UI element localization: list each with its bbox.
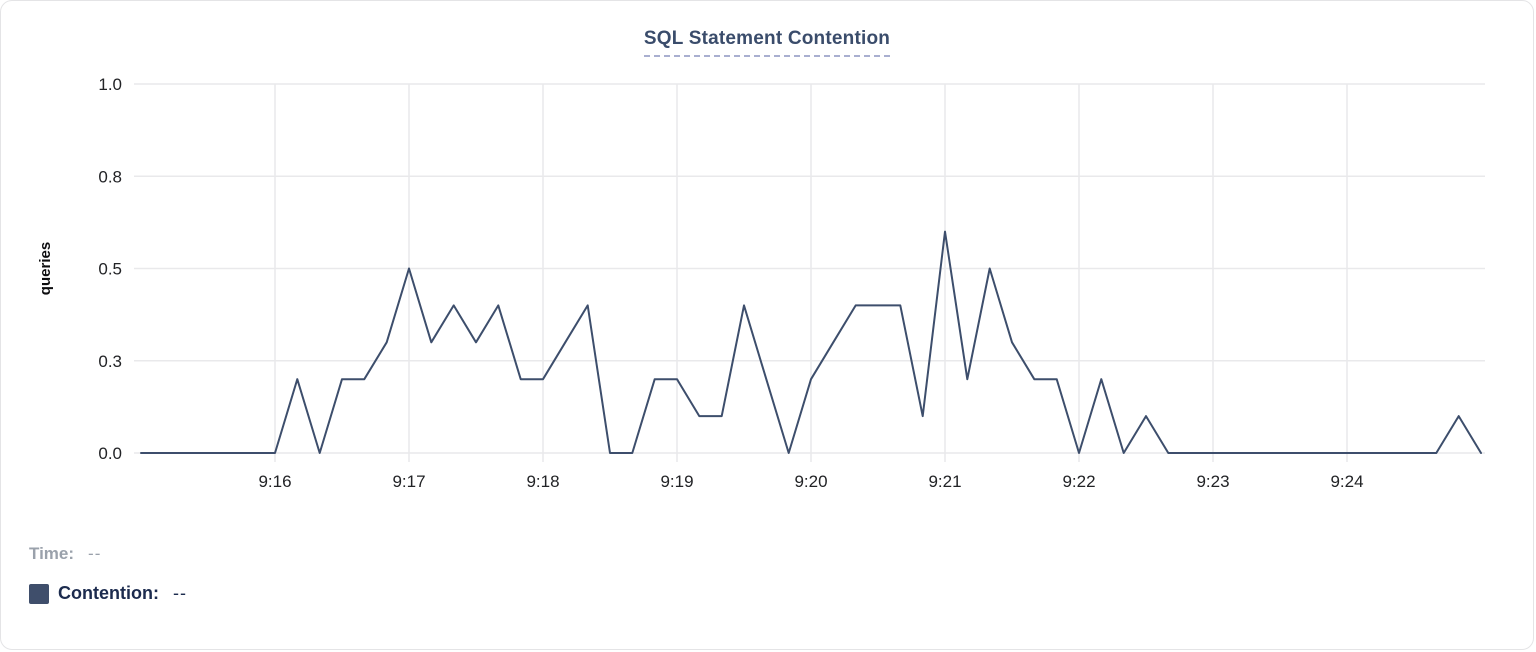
legend-time-row: Time: -- xyxy=(29,544,187,564)
y-tick-label: 0.5 xyxy=(98,260,122,279)
time-value: -- xyxy=(88,544,102,563)
x-tick-label: 9:19 xyxy=(660,472,693,491)
contention-label: Contention: xyxy=(58,583,159,603)
x-tick-label: 9:22 xyxy=(1062,472,1095,491)
contention-series-line[interactable] xyxy=(140,230,1482,454)
x-tick-label: 9:21 xyxy=(928,472,961,491)
y-tick-label: 0.0 xyxy=(98,444,122,463)
time-label: Time: xyxy=(29,544,75,563)
x-tick-label: 9:20 xyxy=(794,472,827,491)
y-tick-label: 1.0 xyxy=(98,75,122,94)
legend: Time: -- Contention: -- xyxy=(29,544,187,604)
y-axis-label: queries xyxy=(37,242,54,295)
contention-swatch-icon xyxy=(29,583,49,604)
y-tick-label: 0.3 xyxy=(98,352,122,371)
x-tick-label: 9:16 xyxy=(258,472,291,491)
x-tick-label: 9:18 xyxy=(526,472,559,491)
title-row: SQL Statement Contention xyxy=(1,28,1533,57)
x-tick-label: 9:17 xyxy=(392,472,425,491)
chart-title[interactable]: SQL Statement Contention xyxy=(643,28,891,57)
contention-value: -- xyxy=(172,583,187,603)
x-tick-label: 9:23 xyxy=(1196,472,1229,491)
contention-chart[interactable]: 0.0 0.3 0.5 0.8 1.0 9:16 9:17 9:18 9:19 9:20 9:21 9… xyxy=(1,1,1534,511)
x-tick-label: 9:24 xyxy=(1330,472,1363,491)
y-tick-label: 0.8 xyxy=(98,167,122,186)
legend-contention-row: Contention: -- xyxy=(29,583,187,604)
